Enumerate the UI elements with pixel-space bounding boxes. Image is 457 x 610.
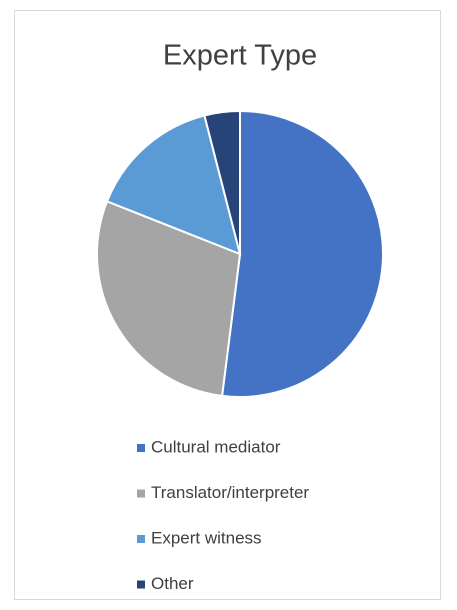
legend-label: Translator/interpreter xyxy=(151,483,309,502)
legend-marker xyxy=(137,444,145,452)
legend-marker xyxy=(137,489,145,498)
pie-slice xyxy=(220,109,384,398)
legend-marker xyxy=(137,535,145,543)
legend-label: Expert witness xyxy=(151,528,262,547)
chart-title: Expert Type xyxy=(163,40,317,72)
pie-slice xyxy=(203,109,241,255)
pie-slice xyxy=(105,114,242,256)
pie-slice xyxy=(96,200,242,397)
legend-label: Cultural mediator xyxy=(151,437,281,456)
legend-marker xyxy=(137,580,145,589)
legend-label: Other xyxy=(151,574,194,593)
